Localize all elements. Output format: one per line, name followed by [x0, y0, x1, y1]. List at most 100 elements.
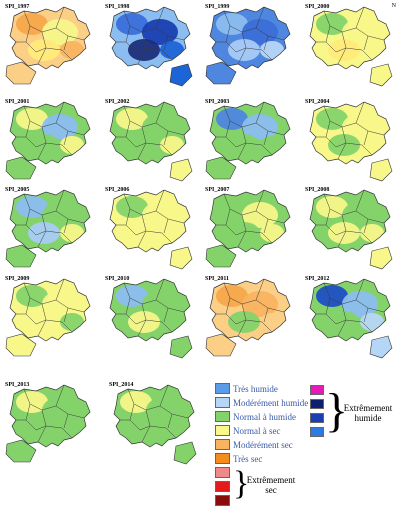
map-zone — [164, 419, 188, 437]
map-outline — [9, 278, 91, 342]
map-title: SPI_2001 — [5, 99, 30, 105]
legend-item-tres-humide: Très humide — [215, 383, 278, 394]
map-title: SPI_1998 — [105, 4, 130, 10]
map-boundary — [63, 35, 69, 51]
map-boundary — [225, 41, 247, 53]
map-inset-region — [169, 335, 193, 359]
map-outline — [209, 6, 291, 70]
map-zone — [16, 285, 48, 307]
spi-map-spi-2006: SPI_2006 — [102, 185, 198, 275]
north-arrow-icon: N — [391, 3, 396, 9]
map-zone — [260, 136, 284, 154]
map-zone — [16, 108, 48, 130]
map-outline — [309, 278, 391, 342]
map-boundary — [167, 413, 173, 429]
map-zone — [28, 417, 60, 439]
spi-map-spi-2001: SPI_2001 — [2, 97, 98, 187]
map-outline — [9, 384, 91, 448]
extreme-wet-label: Extrêmement humide — [343, 403, 393, 423]
map-zone — [260, 224, 284, 242]
map-title: SPI_2011 — [205, 276, 230, 282]
map-zone — [42, 114, 78, 140]
map-zone — [216, 13, 248, 35]
legend-swatch — [215, 397, 230, 408]
map-zone — [242, 114, 278, 140]
map-boundary — [25, 41, 47, 53]
map-zone — [328, 39, 360, 61]
map-title: SPI_1999 — [205, 4, 230, 10]
map-zone — [328, 134, 360, 156]
legend-item-moderement-humide: Modérément humide — [215, 397, 308, 408]
legend-swatch — [215, 383, 230, 394]
map-inset-region — [5, 61, 37, 85]
map-boundary — [245, 319, 273, 333]
map-boundary — [345, 230, 373, 244]
map-title: SPI_2006 — [105, 187, 130, 193]
brace-extreme-wet: } — [325, 384, 349, 437]
map-zone — [160, 224, 184, 242]
map-boundary — [25, 224, 47, 236]
map-boundary — [263, 35, 269, 51]
map-boundary — [145, 319, 173, 333]
map-title: SPI_2000 — [305, 4, 330, 10]
map-title: SPI_2010 — [105, 276, 130, 282]
map-title: SPI_2009 — [5, 276, 30, 282]
legend-label: Normal à humide — [233, 411, 296, 422]
spi-map-spi-2005: SPI_2005 — [2, 185, 98, 275]
map-zone — [242, 202, 278, 228]
map-boundary — [145, 142, 173, 156]
map-title: SPI_2004 — [305, 99, 330, 105]
map-boundary — [25, 419, 47, 431]
spi-map-spi-2008: SPI_2008 — [302, 185, 398, 275]
map-zone — [316, 196, 348, 218]
map-outline — [109, 6, 191, 70]
map-zone — [60, 136, 84, 154]
map-drawing — [205, 278, 291, 357]
map-boundary — [163, 130, 169, 146]
legend-swatch — [215, 425, 230, 436]
map-drawing — [205, 6, 291, 85]
map-inset-region — [369, 335, 393, 359]
map-drawing — [109, 101, 193, 182]
legend-label: Normal à sec — [233, 425, 281, 436]
map-boundary — [45, 230, 73, 244]
map-zone — [142, 291, 178, 317]
map-zone — [228, 39, 260, 61]
map-zone — [160, 313, 184, 331]
map-inset-region — [205, 244, 237, 268]
map-boundary — [245, 142, 273, 156]
map-zone — [142, 19, 178, 45]
map-zone — [242, 291, 278, 317]
map-zone — [132, 417, 164, 439]
map-boundary — [125, 224, 147, 236]
map-title: SPI_2003 — [205, 99, 230, 105]
map-boundary — [325, 136, 347, 148]
map-boundary — [225, 224, 247, 236]
map-drawing — [309, 6, 393, 87]
map-zone — [60, 313, 84, 331]
map-title: SPI_2008 — [305, 187, 330, 193]
legend-label: Très humide — [233, 383, 278, 394]
map-boundary — [245, 47, 273, 61]
map-drawing — [205, 189, 291, 268]
map-zone — [16, 391, 48, 413]
spi-map-spi-2013: SPI_2013 — [2, 380, 98, 470]
map-zone — [316, 108, 348, 130]
legend-swatch — [215, 467, 230, 478]
legend-label: Très sec — [233, 453, 263, 464]
map-zone — [128, 134, 160, 156]
map-drawing — [309, 278, 393, 359]
map-drawing — [109, 6, 193, 87]
map-boundary — [363, 218, 369, 234]
map-zone — [42, 397, 78, 423]
legend-swatch-extreme-wet-2 — [310, 399, 324, 409]
map-boundary — [45, 425, 73, 439]
map-zone — [360, 224, 384, 242]
legend-item-extreme-dry-3 — [215, 495, 233, 506]
map-inset-region — [169, 246, 193, 270]
map-boundary — [45, 319, 73, 333]
map-zone — [360, 41, 384, 59]
map-zone — [116, 13, 148, 35]
map-zone — [28, 134, 60, 156]
map-zone — [228, 222, 260, 244]
